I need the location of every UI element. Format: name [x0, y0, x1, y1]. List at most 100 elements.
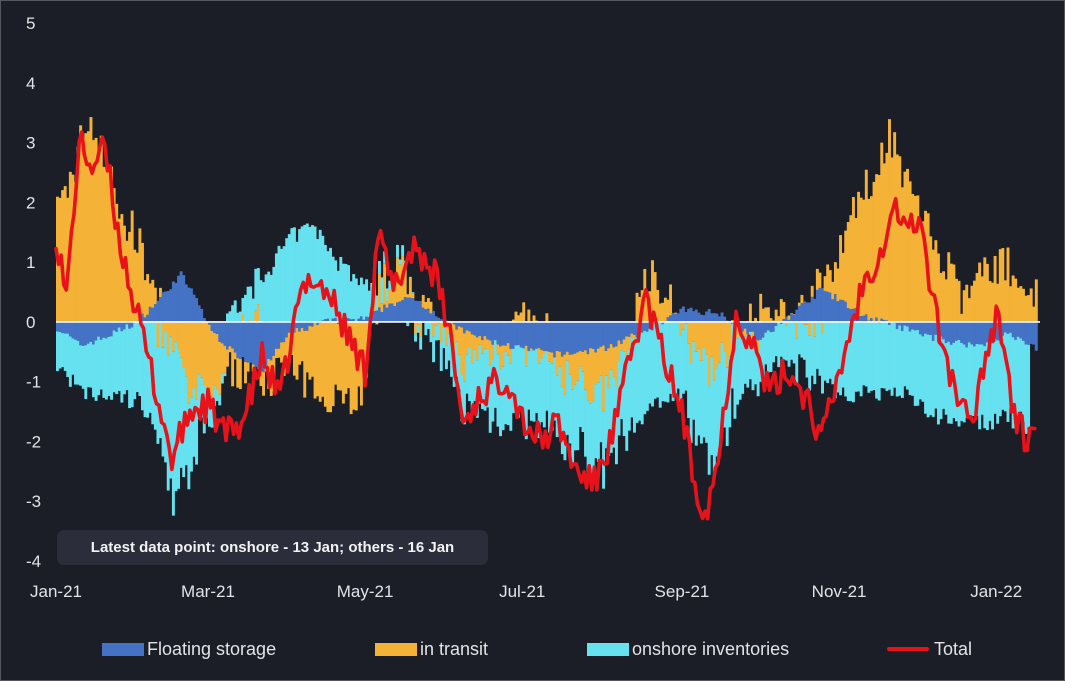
- bar-floating: [965, 321, 969, 348]
- bar-transit: [766, 307, 770, 322]
- bar-floating: [952, 321, 956, 343]
- bar-floating: [519, 321, 523, 348]
- bar-floating: [795, 309, 799, 322]
- bar-floating: [694, 309, 698, 322]
- bar-onshore: [643, 330, 647, 415]
- bar-transit: [599, 346, 603, 376]
- bar-floating: [452, 321, 456, 325]
- bar-transit: [849, 215, 853, 310]
- bar-onshore: [385, 288, 389, 302]
- bar-floating: [764, 321, 768, 333]
- bar-floating: [246, 321, 250, 363]
- bar-transit: [426, 298, 430, 309]
- bar-transit: [815, 268, 819, 290]
- bar-transit: [596, 348, 600, 383]
- bar-transit: [900, 187, 904, 322]
- bar-onshore: [805, 324, 809, 378]
- bar-transit: [550, 352, 554, 364]
- bar-onshore: [748, 331, 752, 380]
- bar-transit: [465, 330, 469, 355]
- bar-floating: [300, 321, 304, 328]
- bar-transit: [218, 341, 222, 395]
- bar-transit: [844, 230, 848, 302]
- bar-transit: [182, 321, 186, 369]
- bar-floating: [308, 321, 312, 327]
- bar-floating: [89, 321, 93, 342]
- legend-swatch-onshore: [587, 642, 629, 656]
- bar-onshore: [991, 343, 994, 430]
- legend-label-floating: Floating storage: [147, 638, 277, 659]
- bar-floating: [182, 275, 186, 322]
- bar-transit: [970, 285, 974, 322]
- bar-floating: [635, 321, 639, 338]
- bar-onshore: [311, 225, 314, 322]
- x-tick-label: May-21: [337, 582, 394, 601]
- bar-onshore: [396, 244, 399, 258]
- bar-onshore: [1016, 336, 1020, 418]
- bar-floating: [323, 319, 327, 322]
- bar-floating: [645, 321, 649, 332]
- bar-onshore: [141, 321, 144, 411]
- bar-onshore: [924, 333, 928, 414]
- bar-onshore: [596, 382, 600, 462]
- bar-transit: [300, 327, 304, 362]
- bar-floating: [594, 321, 598, 353]
- bar-onshore: [604, 375, 608, 449]
- bar-onshore: [1021, 340, 1025, 423]
- bar-floating: [973, 321, 976, 347]
- bar-transit: [434, 321, 438, 326]
- bar-onshore: [635, 337, 639, 423]
- y-tick-label: 5: [26, 14, 35, 33]
- bar-floating: [640, 321, 644, 333]
- bar-transit: [548, 351, 551, 362]
- bar-onshore: [818, 321, 822, 376]
- bar-transit: [978, 262, 982, 322]
- bar-transit: [256, 304, 260, 322]
- bar-onshore: [287, 234, 291, 322]
- bar-onshore: [367, 290, 371, 318]
- bar-floating: [94, 321, 98, 341]
- bar-transit: [375, 321, 379, 325]
- bar-onshore: [535, 348, 539, 413]
- bar-transit: [292, 332, 296, 376]
- bar-onshore: [697, 348, 701, 436]
- bar-onshore: [238, 311, 242, 322]
- bar-transit: [720, 321, 724, 343]
- bar-onshore: [736, 338, 739, 405]
- bar-transit: [313, 322, 317, 399]
- y-tick-label: -2: [26, 432, 41, 451]
- bar-floating: [836, 301, 840, 322]
- bar-floating: [1003, 321, 1007, 333]
- bar-floating: [813, 298, 817, 322]
- bar-transit: [213, 333, 217, 386]
- bar-onshore: [890, 321, 894, 396]
- bar-transit: [594, 352, 598, 385]
- bar-onshore: [669, 321, 672, 394]
- bar-floating: [56, 321, 59, 332]
- bar-onshore: [339, 256, 343, 319]
- bar-transit: [341, 323, 345, 404]
- bar-transit: [1011, 275, 1015, 322]
- bar-floating: [1034, 321, 1038, 351]
- bar-floating: [754, 321, 757, 339]
- bar-onshore: [326, 251, 330, 319]
- bar-onshore: [566, 360, 569, 435]
- bar-floating: [586, 321, 590, 355]
- bar-transit: [1024, 295, 1028, 322]
- bar-transit: [779, 299, 783, 322]
- bar-floating: [563, 321, 567, 355]
- bar-transit: [566, 351, 569, 361]
- bar-transit: [916, 195, 920, 322]
- bar-floating: [715, 313, 719, 322]
- bar-floating: [115, 321, 119, 332]
- bar-floating: [468, 321, 472, 332]
- bar-floating: [674, 313, 678, 322]
- bar-onshore: [347, 265, 351, 319]
- bar-floating: [942, 321, 946, 340]
- bar-transit: [501, 345, 505, 367]
- bar-floating: [805, 302, 809, 322]
- bar-onshore: [272, 266, 276, 322]
- bar-floating: [377, 307, 381, 322]
- bar-floating: [421, 307, 425, 322]
